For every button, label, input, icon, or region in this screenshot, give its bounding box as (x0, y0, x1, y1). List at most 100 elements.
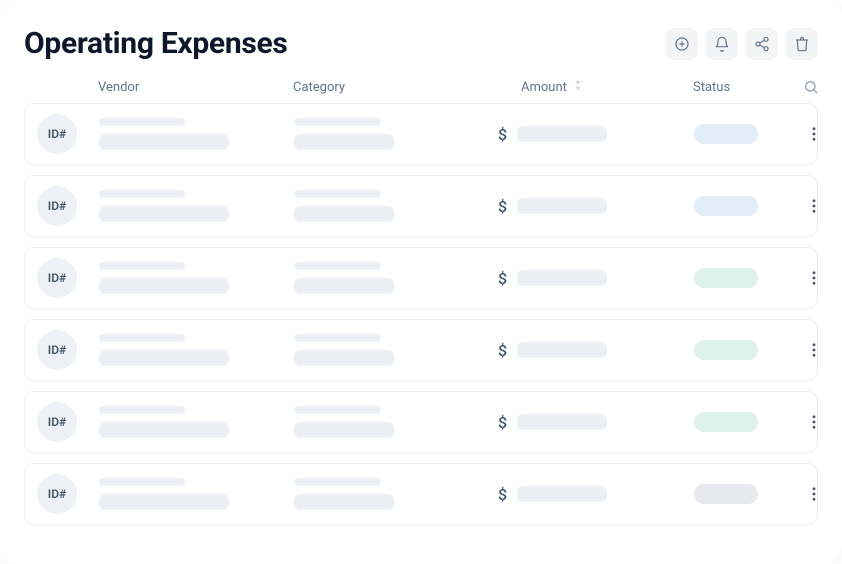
currency-symbol: $ (498, 413, 507, 432)
skeleton-line (294, 190, 380, 198)
currency-symbol: $ (498, 197, 507, 216)
skeleton-line (517, 270, 607, 286)
amount-cell: $ (494, 269, 694, 288)
status-cell (694, 124, 804, 144)
skeleton-line (99, 278, 229, 294)
skeleton-line (99, 494, 229, 510)
skeleton-line (294, 350, 394, 366)
card-header: Operating Expenses (24, 26, 818, 61)
category-cell (294, 334, 494, 366)
skeleton-line (294, 422, 394, 438)
status-badge (694, 124, 758, 144)
status-badge (694, 412, 758, 432)
kebab-icon (812, 127, 816, 141)
vendor-cell (99, 118, 294, 150)
header-actions (666, 28, 818, 60)
category-cell (294, 478, 494, 510)
add-button[interactable] (666, 28, 698, 60)
skeleton-line (99, 422, 229, 438)
status-cell (694, 268, 804, 288)
currency-symbol: $ (498, 341, 507, 360)
skeleton-line (517, 198, 607, 214)
expenses-card: Operating Expenses Vendor Category Amoun… (0, 0, 842, 564)
skeleton-line (294, 118, 380, 126)
row-menu-button[interactable] (804, 484, 824, 504)
table-row[interactable]: ID# $ (24, 247, 818, 309)
category-cell (294, 190, 494, 222)
currency-symbol: $ (498, 485, 507, 504)
vendor-cell (99, 478, 294, 510)
category-cell (294, 118, 494, 150)
search-icon (803, 79, 819, 95)
skeleton-line (294, 334, 380, 342)
column-amount[interactable]: Amount (493, 79, 693, 95)
kebab-icon (812, 415, 816, 429)
table-row[interactable]: ID# $ (24, 103, 818, 165)
column-category[interactable]: Category (293, 80, 493, 95)
kebab-icon (812, 487, 816, 501)
row-menu-button[interactable] (804, 124, 824, 144)
trash-icon (794, 36, 810, 52)
share-button[interactable] (746, 28, 778, 60)
share-icon (754, 36, 770, 52)
category-cell (294, 262, 494, 294)
id-chip: ID# (37, 330, 77, 370)
row-menu-button[interactable] (804, 412, 824, 432)
id-chip: ID# (37, 258, 77, 298)
bell-icon (714, 36, 730, 52)
kebab-icon (812, 343, 816, 357)
vendor-cell (99, 190, 294, 222)
row-menu-button[interactable] (804, 268, 824, 288)
id-chip: ID# (37, 114, 77, 154)
sort-icon (573, 79, 583, 95)
id-chip: ID# (37, 474, 77, 514)
skeleton-line (294, 478, 380, 486)
status-badge (694, 268, 758, 288)
table-header: Vendor Category Amount Status (24, 79, 818, 103)
status-badge (694, 484, 758, 504)
category-cell (294, 406, 494, 438)
vendor-cell (99, 406, 294, 438)
status-badge (694, 196, 758, 216)
skeleton-line (99, 206, 229, 222)
plus-circle-icon (674, 36, 690, 52)
column-status[interactable]: Status (693, 80, 803, 95)
skeleton-line (294, 262, 380, 270)
status-cell (694, 412, 804, 432)
page-title: Operating Expenses (24, 26, 287, 61)
amount-cell: $ (494, 485, 694, 504)
skeleton-line (99, 262, 185, 270)
delete-button[interactable] (786, 28, 818, 60)
table-row[interactable]: ID# $ (24, 391, 818, 453)
status-badge (694, 340, 758, 360)
skeleton-line (294, 134, 394, 150)
table-row[interactable]: ID# $ (24, 463, 818, 525)
row-menu-button[interactable] (804, 340, 824, 360)
skeleton-line (294, 206, 394, 222)
column-vendor[interactable]: Vendor (98, 80, 293, 95)
skeleton-line (99, 134, 229, 150)
amount-cell: $ (494, 125, 694, 144)
skeleton-line (99, 350, 229, 366)
skeleton-line (99, 334, 185, 342)
id-chip: ID# (37, 186, 77, 226)
skeleton-line (517, 486, 607, 502)
skeleton-line (99, 190, 185, 198)
skeleton-line (294, 406, 380, 414)
notifications-button[interactable] (706, 28, 738, 60)
id-chip: ID# (37, 402, 77, 442)
amount-cell: $ (494, 197, 694, 216)
skeleton-line (517, 126, 607, 142)
skeleton-line (294, 278, 394, 294)
column-search[interactable] (803, 79, 829, 95)
table-row[interactable]: ID# $ (24, 319, 818, 381)
kebab-icon (812, 199, 816, 213)
vendor-cell (99, 334, 294, 366)
table-body: ID# $ ID# (24, 103, 818, 525)
row-menu-button[interactable] (804, 196, 824, 216)
table-row[interactable]: ID# $ (24, 175, 818, 237)
skeleton-line (517, 342, 607, 358)
skeleton-line (99, 478, 185, 486)
skeleton-line (517, 414, 607, 430)
status-cell (694, 484, 804, 504)
